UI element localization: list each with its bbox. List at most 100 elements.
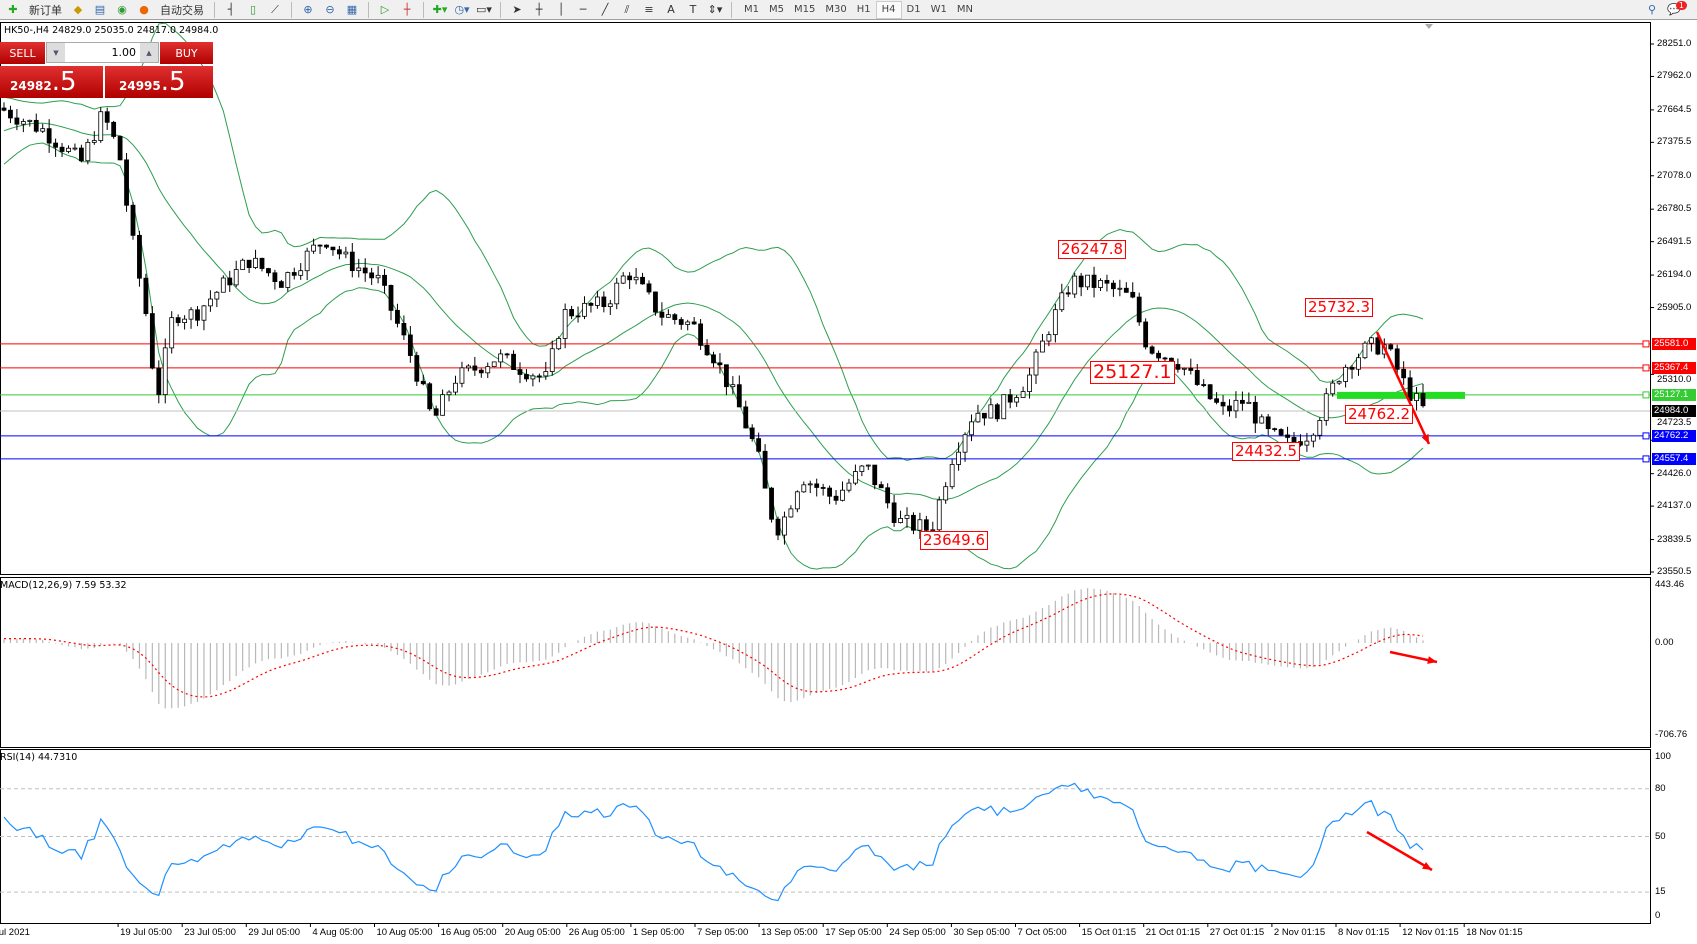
candle-body	[259, 257, 265, 269]
arrow-head	[1421, 434, 1429, 444]
candlestick-icon[interactable]: ▯	[249, 3, 257, 16]
trend-arrow-price	[1375, 331, 1431, 445]
candle	[911, 512, 916, 535]
trendline-icon[interactable]: ╱	[601, 3, 609, 16]
candle	[298, 263, 304, 280]
sell-price-button[interactable]: 24982.5	[0, 66, 103, 98]
price-axis-label: 26780.5	[1657, 203, 1692, 215]
vertical-line-icon[interactable]: │	[557, 3, 565, 16]
text-icon[interactable]: A	[667, 3, 675, 16]
candle-body	[1265, 416, 1271, 430]
time-axis-label: 26 Aug 05:00	[568, 927, 625, 938]
candle-body	[801, 484, 807, 493]
arrows-icon[interactable]: ⇕▾	[707, 3, 723, 16]
candle-body	[872, 464, 878, 486]
chart-shift-icon[interactable]: ┼	[403, 3, 411, 16]
fibonacci-icon[interactable]: ≡	[644, 3, 654, 16]
candle	[749, 424, 755, 442]
channel-icon[interactable]: ⫽	[624, 2, 630, 16]
autoscroll-icon[interactable]: ▷	[380, 3, 390, 16]
volume-field[interactable]: ▼ 1.00 ▲	[46, 42, 159, 63]
chart-canvas[interactable]	[0, 22, 1697, 944]
candle-body	[130, 204, 136, 236]
candle	[1123, 282, 1129, 293]
market-watch-icon[interactable]: ◆	[73, 3, 83, 16]
new-order-button[interactable]: 新订单	[29, 3, 62, 17]
candle	[633, 267, 639, 285]
candle	[304, 247, 310, 281]
time-axis-label: 21 Oct 01:15	[1145, 927, 1201, 938]
timeframe-h1[interactable]: H1	[856, 4, 871, 15]
periods-icon[interactable]: ◷▾	[454, 3, 470, 16]
candle	[962, 432, 968, 462]
candle	[620, 272, 626, 285]
candle	[149, 306, 155, 370]
auto-trading-icon[interactable]: ●	[139, 3, 149, 16]
text-label-icon[interactable]: T	[689, 3, 697, 16]
notifications-icon[interactable]: 💬 1	[1665, 0, 1687, 19]
candle-body	[266, 268, 271, 274]
candle-body	[620, 275, 626, 284]
candle-body	[704, 344, 710, 356]
volume-up-icon[interactable]: ▲	[140, 43, 158, 62]
signals-icon[interactable]: ◉	[117, 3, 127, 16]
cursor-icon[interactable]: ➤	[512, 3, 522, 16]
candle	[1040, 333, 1045, 353]
rsi-axis-label: 50	[1655, 830, 1666, 842]
candle-body	[943, 486, 949, 501]
candle-body	[356, 267, 362, 272]
bar-chart-icon[interactable]: ┤	[227, 3, 235, 16]
timeframe-m15[interactable]: M15	[794, 4, 816, 15]
candle-body	[485, 366, 491, 374]
price-axis-label: 27375.5	[1657, 136, 1692, 148]
timeframe-m30[interactable]: M30	[825, 4, 847, 15]
candle	[672, 313, 678, 325]
line-chart-icon[interactable]: ⟋	[271, 2, 279, 16]
indicators-icon[interactable]: ✚▾	[432, 3, 448, 16]
volume-value[interactable]: 1.00	[111, 46, 137, 59]
candle	[1059, 283, 1065, 313]
timeframe-mn[interactable]: MN	[956, 4, 973, 15]
timeframe-w1[interactable]: W1	[930, 4, 947, 15]
price-annotation: 23649.6	[920, 531, 989, 550]
search-icon[interactable]: ⚲	[1647, 3, 1657, 16]
candle	[240, 258, 246, 270]
timeframe-m1[interactable]: M1	[744, 4, 759, 15]
candle-body	[814, 483, 820, 488]
timeframe-m5[interactable]: M5	[769, 4, 784, 15]
candle-body	[1310, 434, 1316, 442]
buy-label: BUY	[175, 46, 198, 60]
buy-button[interactable]: BUY	[160, 42, 213, 64]
candle-body	[1143, 321, 1149, 348]
candle	[1317, 417, 1323, 440]
candle-body	[395, 309, 400, 324]
candle	[640, 272, 645, 285]
horizontal-line-icon[interactable]: ─	[579, 3, 587, 16]
navigator-icon[interactable]: ▤	[94, 3, 106, 16]
price-axis-label: 26194.0	[1657, 269, 1692, 281]
candle-body	[1065, 292, 1071, 295]
new-order-icon[interactable]: ✚	[8, 3, 18, 16]
candle-body	[569, 309, 574, 317]
tile-windows-icon[interactable]: ▦	[346, 3, 358, 16]
zoom-out-icon[interactable]: ⊖	[325, 3, 335, 16]
candle	[898, 510, 903, 524]
timeframe-h4[interactable]: H4	[875, 0, 902, 19]
rsi-axis-label: 100	[1655, 751, 1671, 762]
candle	[266, 267, 271, 277]
candle	[1265, 414, 1271, 436]
crosshair-icon[interactable]: ┼	[535, 3, 543, 16]
buy-price-button[interactable]: 24995.5	[105, 66, 213, 98]
templates-icon[interactable]: ▭▾	[476, 3, 492, 16]
candle	[1085, 274, 1090, 291]
candle	[407, 326, 413, 363]
candle	[1201, 379, 1207, 388]
auto-trading-button[interactable]: 自动交易	[160, 3, 204, 17]
candle-body	[1052, 309, 1058, 336]
volume-down-icon[interactable]: ▼	[47, 43, 65, 62]
zoom-in-icon[interactable]: ⊕	[303, 3, 313, 16]
candle	[569, 305, 574, 320]
sell-button[interactable]: SELL	[0, 42, 45, 64]
candle	[1130, 282, 1136, 299]
timeframe-d1[interactable]: D1	[906, 4, 921, 15]
